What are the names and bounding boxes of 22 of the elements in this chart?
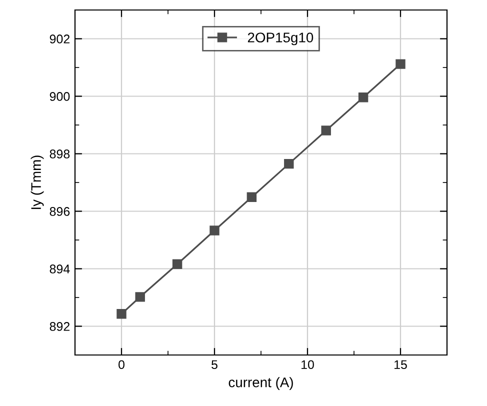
x-tick-label: 5 xyxy=(212,360,218,370)
point xyxy=(321,126,331,136)
point xyxy=(135,292,145,302)
y-tick-label: 896 xyxy=(50,207,70,216)
x-tick-label: 0 xyxy=(118,360,124,370)
y-tick-label: 902 xyxy=(50,34,70,44)
y-tick-label: 894 xyxy=(50,264,70,274)
point xyxy=(210,226,220,236)
point xyxy=(116,309,126,319)
y-tick-label: 892 xyxy=(50,322,70,331)
point xyxy=(358,92,368,102)
y-tick-label: 900 xyxy=(50,92,70,101)
point xyxy=(246,192,257,202)
point xyxy=(284,158,294,169)
y-axis-title: Iy (Tmm) xyxy=(30,156,44,209)
x-tick-label: 15 xyxy=(394,360,407,370)
point xyxy=(172,259,182,270)
legend-label: 2OP15g10 xyxy=(248,32,314,46)
y-tick-label: 898 xyxy=(50,150,70,158)
x-tick-label: 10 xyxy=(302,360,314,370)
x-axis-title: current (A) xyxy=(228,377,293,390)
point xyxy=(396,59,406,69)
